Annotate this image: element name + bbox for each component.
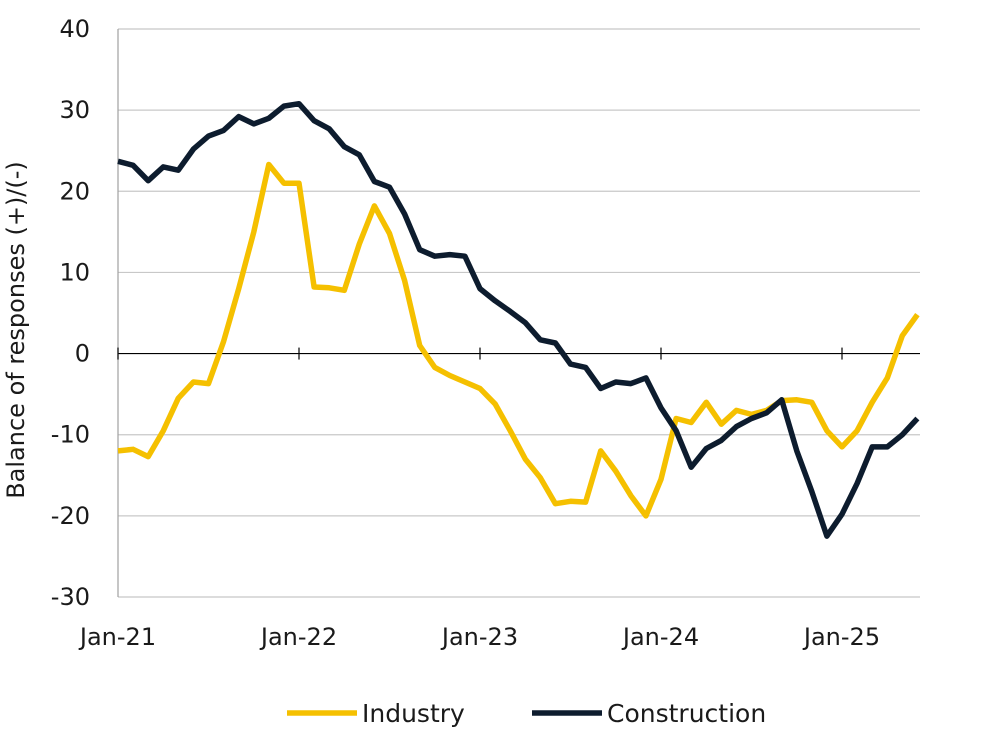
series-lines (117, 100, 920, 539)
x-tick-label: Jan-22 (259, 623, 337, 651)
gridlines (118, 28, 920, 598)
y-tick-label: 30 (59, 96, 90, 124)
x-tick-label: Jan-24 (621, 623, 699, 651)
y-tick-label: 10 (59, 258, 90, 286)
legend-label-construction: Construction (607, 699, 766, 728)
series-line-industry (117, 161, 920, 519)
y-axis-title: Balance of responses (+)/(-) (2, 161, 30, 499)
axes (117, 29, 843, 597)
tick-labels: -30 -20 -10 0 10 20 30 40 Jan-21 Jan-22 Jan-23 Jan-… (51, 15, 880, 651)
x-tick-label: Jan-23 (440, 623, 518, 651)
legend-label-industry: Industry (362, 699, 465, 728)
x-tick-label: Jan-25 (802, 623, 880, 651)
legend: Industry Construction (287, 699, 766, 728)
y-tick-label: 40 (59, 15, 90, 43)
y-tick-label: -20 (51, 502, 90, 530)
y-tick-label: -30 (51, 583, 90, 611)
y-tick-label: 20 (59, 177, 90, 205)
series-line-construction (117, 100, 920, 539)
x-tick-label: Jan-21 (78, 623, 156, 651)
y-tick-label: -10 (51, 421, 90, 449)
y-tick-label: 0 (75, 340, 90, 368)
